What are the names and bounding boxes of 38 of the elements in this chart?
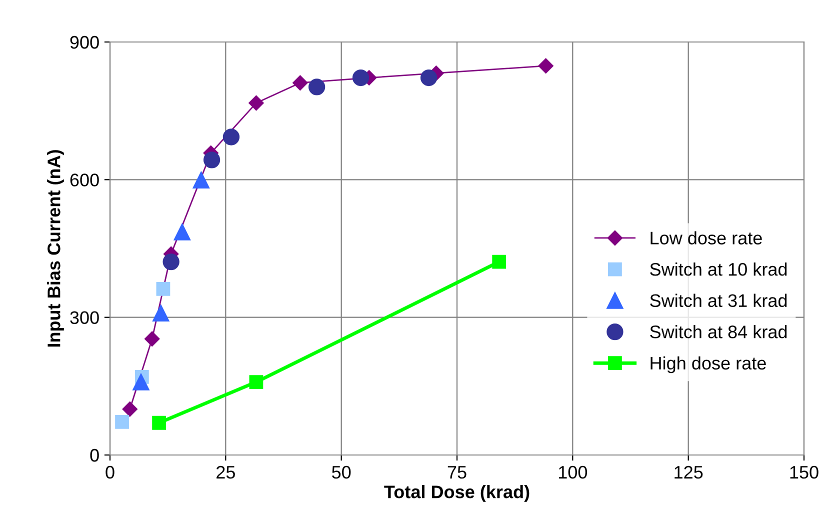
x-axis-title: Total Dose (krad) [384, 485, 530, 502]
point [292, 75, 308, 90]
point [248, 95, 264, 111]
y-tick-label: 600 [70, 174, 99, 186]
point [420, 69, 438, 86]
point [192, 172, 210, 188]
x-tick-label: 150 [790, 466, 818, 479]
legend-label: Switch at 31 krad [650, 294, 787, 308]
point [222, 128, 240, 146]
point [308, 78, 326, 96]
x-tick-label: 75 [448, 466, 466, 479]
x-tick-label: 125 [674, 466, 703, 479]
x-tick-label: 50 [332, 466, 351, 479]
point [162, 253, 180, 270]
point [152, 304, 170, 322]
point [249, 375, 264, 389]
point [538, 58, 554, 74]
y-tick-label: 0 [90, 448, 99, 462]
y-axis-title: Input Bias Current (nA) [47, 150, 64, 347]
point [115, 415, 129, 429]
point [122, 402, 138, 417]
y-tick-label: 900 [70, 36, 99, 49]
point [132, 374, 150, 390]
x-tick-label: 25 [216, 466, 235, 479]
point [174, 224, 191, 240]
point [156, 282, 170, 296]
legend-label: High dose rate [650, 356, 766, 374]
point [144, 331, 160, 346]
legend-label: Switch at 84 krad [650, 325, 787, 338]
x-tick-label: 0 [106, 466, 114, 479]
legend-label: Low dose rate [650, 231, 762, 244]
point [152, 416, 166, 430]
point [352, 69, 370, 86]
legend-label: Switch at 10 krad [650, 262, 787, 276]
point [203, 152, 220, 168]
y-tick-label: 300 [70, 311, 99, 324]
x-tick-label: 100 [558, 466, 588, 479]
point [492, 254, 506, 269]
